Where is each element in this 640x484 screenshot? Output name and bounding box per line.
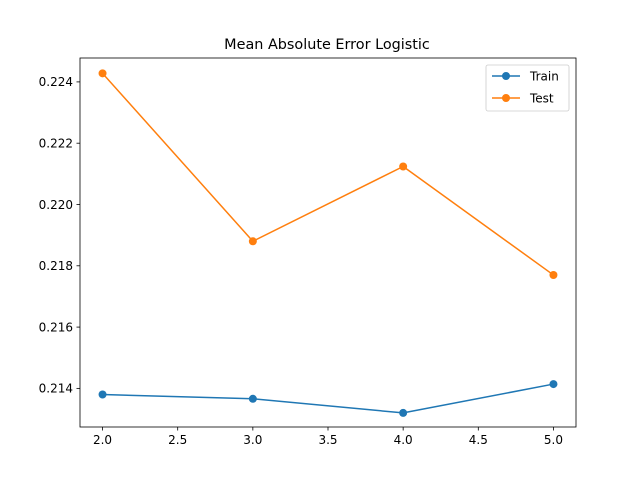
series-line-test [101,72,555,277]
x-tick-label: 2.5 [168,433,187,447]
x-tick-label: 5.0 [544,433,563,447]
x-tick-label: 2.0 [93,433,112,447]
x-tick-label: 3.5 [318,433,337,447]
legend-marker-train [502,72,510,80]
data-point-test [399,162,408,171]
y-tick-label: 0.214 [39,382,73,396]
data-point-train [399,408,408,417]
data-point-test [248,237,257,246]
y-tick-label: 0.216 [39,320,73,334]
x-tick-label: 4.5 [469,433,488,447]
series-line-train [101,383,555,414]
chart-title: Mean Absolute Error Logistic [224,37,430,53]
data-point-train [98,390,107,399]
x-tick-label: 3.0 [243,433,262,447]
data-point-test [549,270,558,279]
y-tick-label: 0.220 [39,198,73,212]
data-point-test [98,69,107,78]
plot-area [98,69,558,417]
legend-label-train: Train [529,69,559,83]
axes: 2.0 2.5 3.0 3.5 4.0 4.5 5.0 0.214 0.216 0.218 0.22… [39,57,577,447]
y-tick-label: 0.218 [39,259,73,273]
x-tick-label: 4.0 [394,433,413,447]
legend-label-test: Test [529,91,554,105]
data-point-train [549,380,558,389]
data-point-train [248,394,257,403]
y-tick-label: 0.224 [39,75,73,89]
y-tick-label: 0.222 [39,137,73,151]
legend: Train Test [485,64,570,112]
legend-marker-test [502,94,510,102]
